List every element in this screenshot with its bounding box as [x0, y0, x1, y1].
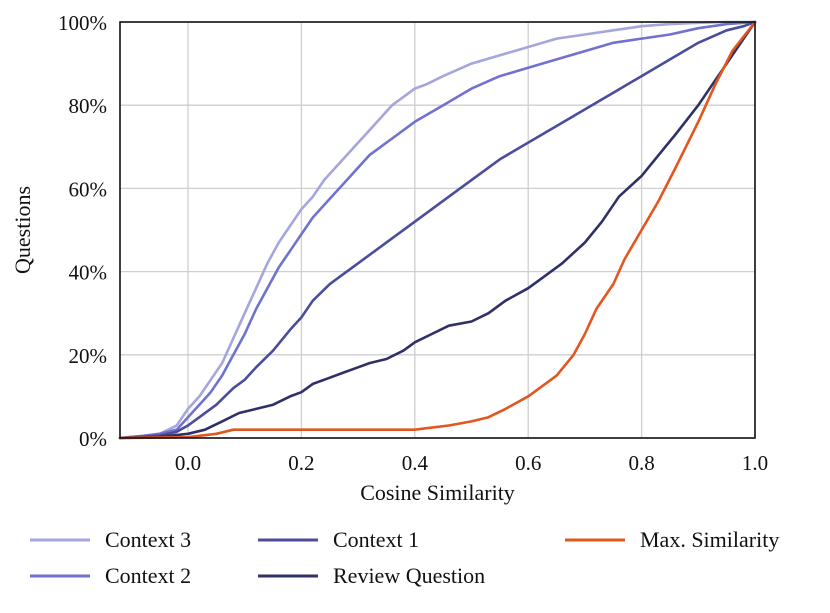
grid	[120, 21, 756, 439]
x-axis-ticks: 0.0 0.2 0.4 0.6 0.8 1.0	[175, 451, 768, 475]
series-layer	[118, 20, 757, 440]
y-axis-title: Questions	[10, 186, 35, 274]
x-axis-title: Cosine Similarity	[360, 480, 515, 505]
x-tick-label: 0.0	[175, 451, 201, 475]
x-tick-label: 0.2	[288, 451, 314, 475]
series-line-context-3	[118, 20, 757, 440]
plot-area-frame	[119, 21, 756, 439]
y-axis-ticks: 0% 20% 40% 60% 80% 100%	[58, 11, 107, 451]
y-tick-label: 80%	[69, 94, 108, 118]
series-line-context-1	[118, 20, 757, 440]
y-tick-label: 40%	[69, 261, 108, 285]
x-tick-label: 0.4	[402, 451, 429, 475]
legend-label-context-2: Context 2	[105, 563, 191, 588]
y-tick-label: 20%	[69, 344, 108, 368]
series-line-max-similarity	[118, 20, 757, 440]
y-tick-label: 100%	[58, 11, 107, 35]
legend-label-context-1: Context 1	[333, 527, 419, 552]
x-tick-label: 0.6	[515, 451, 541, 475]
series-line-context-2	[118, 20, 757, 440]
x-tick-label: 0.8	[628, 451, 654, 475]
y-tick-label: 60%	[69, 177, 108, 201]
legend: Context 3 Context 2 Context 1 Review Questi…	[30, 527, 779, 588]
y-tick-label: 0%	[79, 427, 107, 451]
legend-label-review-question: Review Question	[333, 563, 485, 588]
x-tick-label: 1.0	[742, 451, 768, 475]
legend-label-context-3: Context 3	[105, 527, 191, 552]
legend-label-max-similarity: Max. Similarity	[640, 527, 779, 552]
series-line-review-question	[118, 20, 757, 440]
